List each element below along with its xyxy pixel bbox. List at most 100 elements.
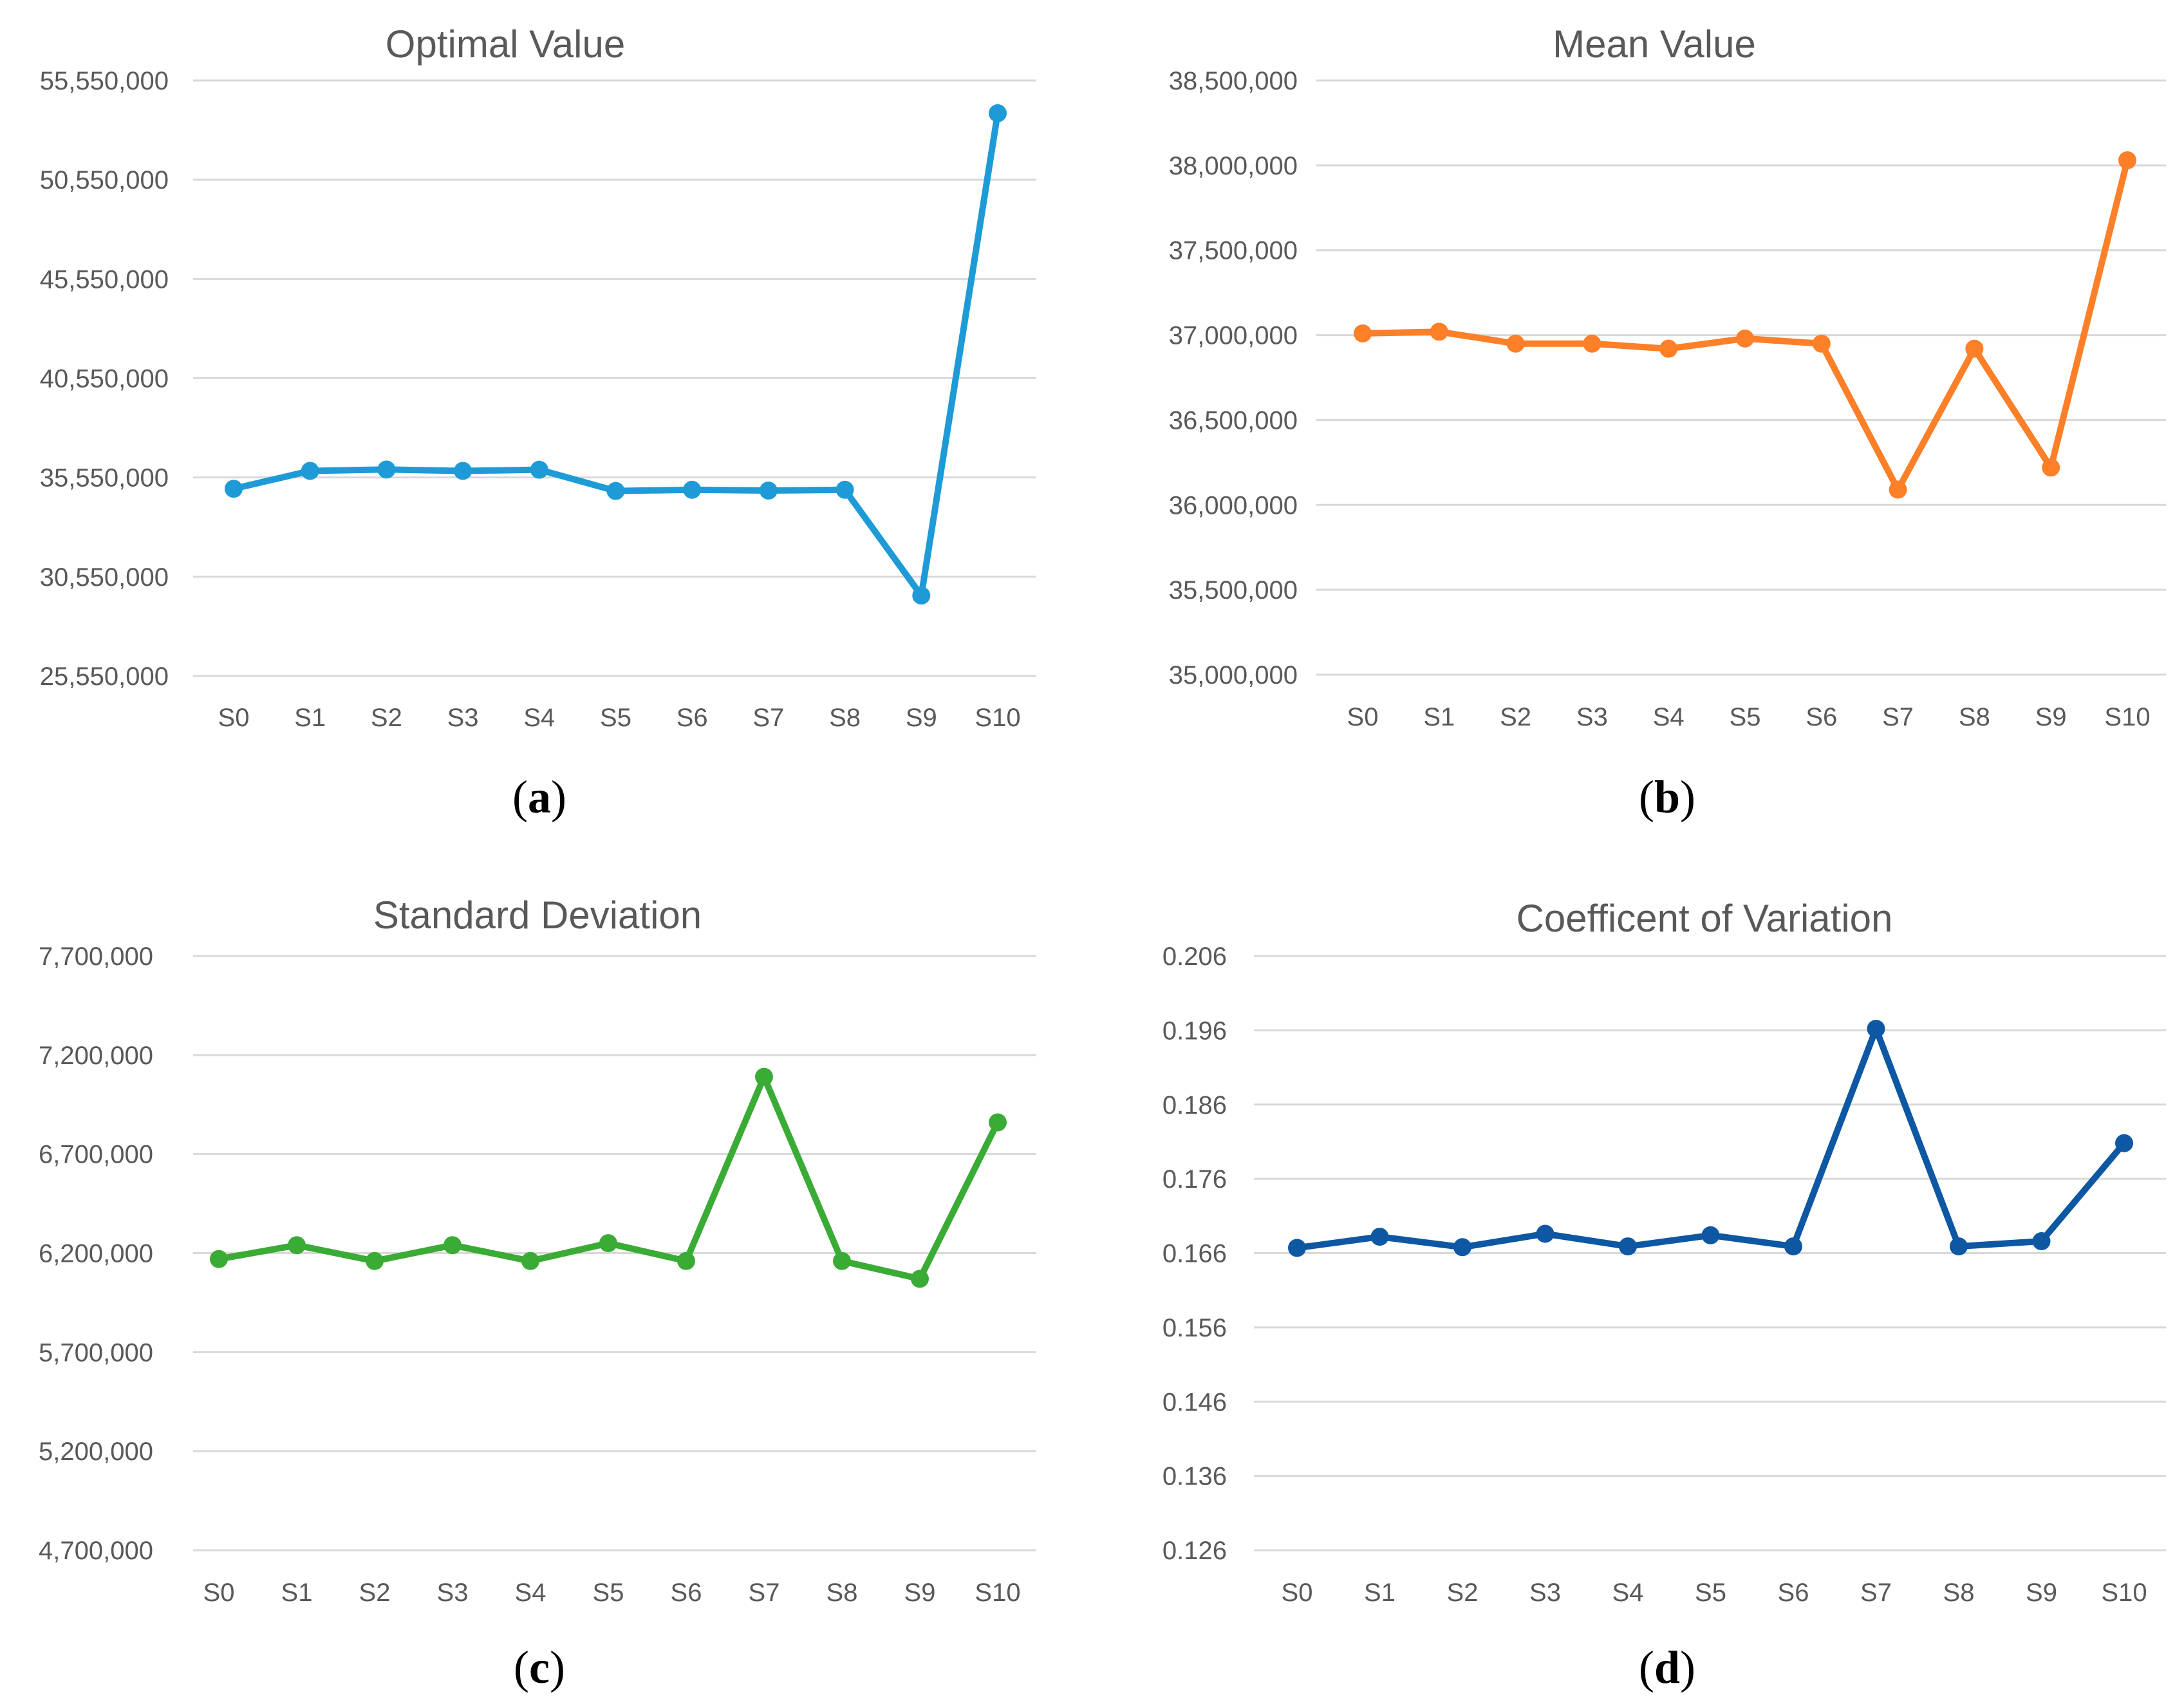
- x-tick-label: S9: [904, 1579, 936, 1607]
- y-tick-label: 0.196: [1162, 1017, 1227, 1045]
- panel-letter: c: [529, 1642, 550, 1693]
- x-tick-label: S10: [2101, 1579, 2147, 1607]
- x-tick-label: S4: [523, 704, 555, 732]
- data-point: [443, 1236, 462, 1255]
- y-tick-label: 4,700,000: [39, 1537, 153, 1565]
- data-point: [301, 462, 319, 480]
- data-point: [912, 586, 931, 605]
- chart-mean-value: Mean Value 35,000,000 35,500,000 36,000,00…: [1169, 23, 2166, 823]
- data-point: [210, 1250, 228, 1268]
- x-tick-label: S0: [1282, 1579, 1313, 1607]
- data-point: [521, 1251, 539, 1270]
- data-point: [1701, 1226, 1720, 1244]
- x-tick-label: S6: [1778, 1579, 1809, 1607]
- data-point: [1370, 1228, 1389, 1246]
- series-layer: [1354, 151, 2136, 499]
- panel-letter: a: [528, 771, 551, 823]
- y-tick-label: 45,550,000: [40, 265, 169, 294]
- chart-title: Mean Value: [1553, 23, 1756, 66]
- y-tick-label: 0.136: [1162, 1463, 1227, 1491]
- x-tick-label: S6: [671, 1579, 702, 1607]
- data-point: [366, 1251, 384, 1270]
- x-tick-label: S3: [1576, 703, 1608, 731]
- y-tick-label: 35,550,000: [40, 464, 169, 492]
- data-point: [2118, 151, 2136, 169]
- y-tick-labels: 0.126 0.136 0.146 0.156 0.166 0.176 0.186 0.196…: [1162, 942, 1227, 1565]
- data-point: [225, 480, 243, 498]
- x-tick-label: S8: [829, 704, 861, 732]
- x-tick-label: S0: [218, 704, 250, 732]
- x-tick-label: S7: [752, 704, 784, 732]
- y-tick-label: 5,700,000: [39, 1338, 153, 1367]
- y-tick-label: 40,550,000: [40, 365, 169, 393]
- panel-letter: d: [1654, 1642, 1680, 1693]
- x-tick-label: S5: [600, 704, 631, 732]
- data-point: [1965, 339, 1984, 358]
- data-point: [599, 1234, 617, 1253]
- data-point: [1950, 1237, 1968, 1256]
- data-point: [989, 104, 1007, 122]
- data-point: [683, 480, 702, 499]
- x-tick-label: S5: [1730, 703, 1761, 731]
- data-point: [835, 480, 854, 499]
- x-tick-label: S4: [1653, 703, 1685, 731]
- y-tick-label: 0.166: [1162, 1240, 1227, 1268]
- data-point: [1867, 1020, 1885, 1038]
- x-tick-label: S2: [359, 1579, 391, 1607]
- grid-lines: [193, 79, 1036, 677]
- y-tick-label: 7,200,000: [39, 1042, 153, 1070]
- y-tick-label: 0.186: [1162, 1091, 1227, 1120]
- data-point: [454, 462, 472, 480]
- x-tick-labels: S0 S1 S2 S3 S4 S5 S6 S7 S8 S9 S10: [1347, 703, 2151, 731]
- chart-coefficient-of-variation: Coefficent of Variation 0.1260.1360.1460…: [1162, 897, 2166, 1693]
- x-tick-label: S7: [749, 1579, 780, 1607]
- data-point: [1430, 323, 1448, 341]
- x-tick-label: S1: [1364, 1579, 1395, 1607]
- grid-lines: [193, 955, 1036, 1551]
- x-tick-label: S3: [437, 1579, 469, 1607]
- y-tick-label: 38,000,000: [1169, 152, 1298, 180]
- y-tick-label: 0.156: [1162, 1314, 1227, 1342]
- x-tick-label: S2: [1447, 1579, 1479, 1607]
- y-tick-label: 0.176: [1162, 1165, 1227, 1194]
- panel-label-d: (d): [1639, 1642, 1695, 1693]
- y-tick-label: 7,700,000: [39, 942, 153, 971]
- x-tick-label: S6: [1806, 703, 1837, 731]
- x-tick-label: S8: [1943, 1579, 1975, 1607]
- data-point: [1889, 480, 1907, 499]
- data-point: [1453, 1238, 1471, 1257]
- series-layer: [210, 1067, 1007, 1288]
- y-tick-labels: 4,700,000 5,200,000 5,700,000 6,200,000 6,70…: [39, 942, 153, 1565]
- y-tick-label: 55,550,000: [40, 67, 169, 95]
- x-tick-label: S7: [1860, 1579, 1892, 1607]
- data-point: [755, 1067, 773, 1086]
- y-tick-label: 50,550,000: [40, 166, 169, 194]
- data-point: [606, 482, 625, 500]
- x-tick-label: S9: [2026, 1579, 2057, 1607]
- panel-label-c: (c): [514, 1642, 565, 1693]
- grid-lines: [1316, 79, 2166, 676]
- y-tick-label: 0.146: [1162, 1388, 1227, 1416]
- y-tick-label: 6,700,000: [39, 1141, 153, 1169]
- series-line: [1359, 156, 2131, 493]
- data-point: [1659, 339, 1678, 358]
- x-tick-label: S10: [975, 704, 1020, 732]
- y-tick-label: 30,550,000: [40, 563, 169, 592]
- data-point: [911, 1270, 929, 1288]
- data-point: [1354, 324, 1372, 342]
- x-tick-label: S0: [203, 1579, 235, 1607]
- series-line: [1294, 1026, 2127, 1251]
- data-point: [530, 460, 548, 479]
- data-point: [2115, 1134, 2133, 1152]
- chart-title: Optimal Value: [386, 23, 625, 66]
- series-layer: [225, 104, 1007, 605]
- x-tick-label: S8: [826, 1579, 858, 1607]
- series-layer: [1288, 1020, 2133, 1257]
- x-tick-label: S9: [906, 704, 937, 732]
- panel-label-a: (a): [512, 771, 566, 823]
- y-tick-label: 36,500,000: [1169, 406, 1298, 435]
- data-point: [377, 460, 396, 479]
- panel-letter: b: [1654, 771, 1680, 823]
- x-tick-labels: S0 S1 S2 S3 S4 S5 S6 S7 S8 S9 S10: [1282, 1579, 2147, 1607]
